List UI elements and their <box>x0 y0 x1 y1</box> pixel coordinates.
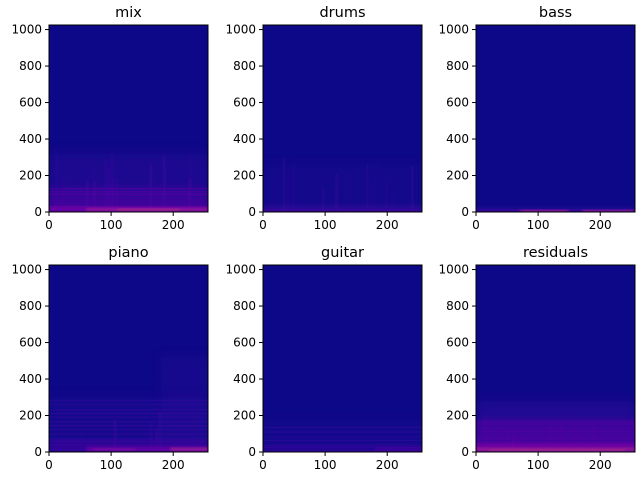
subplot-title-bass: bass <box>539 5 572 21</box>
y-tick-label: 200 <box>446 409 469 423</box>
axes-frame-mix <box>48 24 209 213</box>
y-tick-label: 600 <box>19 96 42 110</box>
heatmap-texture-bass <box>476 206 635 212</box>
y-tick-label: 0 <box>34 205 42 219</box>
y-tick-label: 0 <box>248 445 256 459</box>
x-tick-label: 100 <box>100 218 123 232</box>
y-tick-label: 400 <box>446 372 469 386</box>
subplot-title-guitar: guitar <box>321 245 364 261</box>
axes-frame-bass <box>475 24 636 213</box>
y-tick-label: 400 <box>19 372 42 386</box>
y-tick-label: 600 <box>19 336 42 350</box>
y-tick-label: 400 <box>233 132 256 146</box>
x-tick-label: 0 <box>472 218 480 232</box>
x-tick-label: 200 <box>162 218 185 232</box>
x-tick-label: 0 <box>45 218 53 232</box>
y-tick-label: 1000 <box>225 263 256 277</box>
x-tick-label: 100 <box>527 458 550 472</box>
heatmap-texture-drums <box>263 156 422 212</box>
subplot-title-drums: drums <box>319 5 365 21</box>
y-tick-label: 200 <box>446 169 469 183</box>
axes-frame-residuals <box>475 264 636 453</box>
y-tick-label: 0 <box>461 205 469 219</box>
x-tick-label: 200 <box>589 218 612 232</box>
x-tick-label: 0 <box>259 458 267 472</box>
y-tick-label: 400 <box>19 132 42 146</box>
y-tick-label: 600 <box>446 336 469 350</box>
x-tick-label: 0 <box>45 458 53 472</box>
x-tick-label: 0 <box>259 218 267 232</box>
x-tick-label: 200 <box>376 458 399 472</box>
y-tick-label: 0 <box>34 445 42 459</box>
heatmap-texture-guitar <box>263 419 422 452</box>
y-tick-label: 400 <box>446 132 469 146</box>
y-tick-label: 800 <box>19 59 42 73</box>
y-tick-label: 400 <box>233 372 256 386</box>
subplot-residuals: residuals 0 200 400 600 800 1000 0 100 200 <box>438 245 636 472</box>
y-tick-label: 800 <box>19 299 42 313</box>
subplot-drums: drums 0 200 400 600 800 1000 0 100 200 <box>225 5 423 232</box>
y-tick-label: 1000 <box>438 23 469 37</box>
heatmap-texture-piano <box>49 357 208 452</box>
heatmap-texture-residuals <box>476 400 635 452</box>
x-tick-label: 200 <box>162 458 185 472</box>
y-tick-label: 800 <box>233 299 256 313</box>
y-tick-label: 800 <box>233 59 256 73</box>
subplot-guitar: guitar 0 200 400 600 800 1000 0 100 200 <box>225 245 423 472</box>
x-tick-label: 0 <box>472 458 480 472</box>
y-tick-label: 0 <box>248 205 256 219</box>
y-tick-label: 1000 <box>11 263 42 277</box>
y-tick-label: 800 <box>446 59 469 73</box>
y-tick-label: 200 <box>19 409 42 423</box>
subplot-title-piano: piano <box>108 245 148 261</box>
x-tick-label: 100 <box>100 458 123 472</box>
subplot-bass: bass 0 200 400 600 800 1000 0 100 200 <box>438 5 636 232</box>
y-tick-label: 1000 <box>11 23 42 37</box>
y-tick-label: 1000 <box>225 23 256 37</box>
x-tick-label: 200 <box>376 218 399 232</box>
heatmap-texture-mix <box>49 148 208 212</box>
y-tick-label: 1000 <box>438 263 469 277</box>
y-tick-label: 200 <box>233 409 256 423</box>
axes-frame-guitar <box>262 264 423 453</box>
y-tick-label: 200 <box>19 169 42 183</box>
y-tick-label: 600 <box>233 336 256 350</box>
heatmap-bass <box>476 25 635 212</box>
y-tick-label: 600 <box>446 96 469 110</box>
x-tick-label: 100 <box>314 458 337 472</box>
x-tick-label: 100 <box>314 218 337 232</box>
subplot-mix: mix 0 200 400 600 800 1000 0 100 200 <box>11 5 209 232</box>
subplot-title-residuals: residuals <box>523 245 588 261</box>
x-tick-label: 200 <box>589 458 612 472</box>
axes-frame-drums <box>262 24 423 213</box>
y-tick-label: 0 <box>461 445 469 459</box>
subplot-title-mix: mix <box>115 5 142 21</box>
y-tick-label: 800 <box>446 299 469 313</box>
subplot-piano: piano 0 200 400 600 800 1000 0 100 200 <box>11 245 209 472</box>
y-tick-label: 200 <box>233 169 256 183</box>
x-tick-label: 100 <box>527 218 550 232</box>
y-tick-label: 600 <box>233 96 256 110</box>
axes-frame-piano <box>48 264 209 453</box>
